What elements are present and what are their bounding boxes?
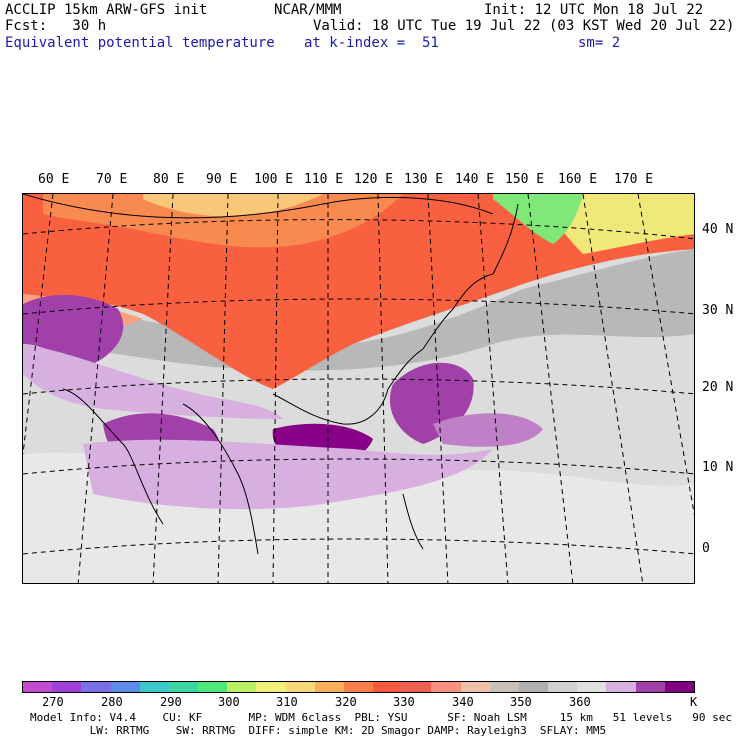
colorbar-swatch	[431, 682, 461, 692]
colorbar-swatch	[110, 682, 140, 692]
colorbar-tick: 300	[218, 695, 240, 709]
colorbar-swatch	[402, 682, 432, 692]
colorbar-swatch	[227, 682, 257, 692]
forecast-hour: Fcst: 30 h	[5, 18, 107, 34]
lon-label: 140 E	[455, 172, 495, 187]
graticule	[23, 194, 694, 583]
lon-label: 170 E	[614, 172, 654, 187]
colorbar-swatch	[256, 682, 286, 692]
colorbar-swatch	[373, 682, 403, 692]
colorbar	[22, 681, 695, 693]
colorbar-tick: 350	[510, 695, 532, 709]
colorbar-swatch	[81, 682, 111, 692]
colorbar-tick: 330	[393, 695, 415, 709]
colorbar-swatch	[664, 682, 694, 692]
theta-e-map	[22, 193, 695, 584]
lon-label: 70 E	[96, 172, 128, 187]
level-index: at k-index = 51	[304, 35, 439, 51]
colorbar-swatch	[635, 682, 665, 692]
colorbar-tick: 360	[569, 695, 591, 709]
map-canvas	[23, 194, 694, 583]
colorbar-tick: 290	[160, 695, 182, 709]
warm-band	[23, 194, 694, 389]
model-info-line2: LW: RRTMG SW: RRTMG DIFF: simple KM: 2D …	[30, 724, 607, 737]
orange-zone	[43, 194, 403, 248]
colorbar-swatch	[606, 682, 636, 692]
pacific-lilac	[433, 413, 543, 447]
lilac-band-north	[23, 344, 283, 419]
lat-label: 10 N	[702, 460, 734, 475]
colorbar-swatch	[23, 682, 53, 692]
lat-label: 30 N	[702, 303, 734, 318]
colorbar-swatch	[314, 682, 344, 692]
valid-time: Valid: 18 UTC Tue 19 Jul 22 (03 KST Wed …	[313, 18, 735, 34]
colorbar-tick: 270	[42, 695, 64, 709]
lilac-band	[83, 439, 493, 510]
yellow-zone	[143, 194, 323, 217]
init-time: Init: 12 UTC Mon 18 Jul 22	[484, 2, 704, 18]
india-high-thetae	[23, 294, 124, 364]
colorbar-swatch	[139, 682, 169, 692]
lon-label: 90 E	[206, 172, 238, 187]
lon-label: 110 E	[304, 172, 344, 187]
colorbar-swatch	[548, 682, 578, 692]
model-info-line1: Model Info: V4.4 CU: KF MP: WDM 6class P…	[30, 711, 732, 724]
cool-yellow-zone	[543, 194, 694, 254]
lon-label: 80 E	[153, 172, 185, 187]
lat-label: 0	[702, 541, 710, 556]
lon-label: 160 E	[558, 172, 598, 187]
colorbar-swatch	[460, 682, 490, 692]
lat-label: 40 N	[702, 222, 734, 237]
colorbar-swatch	[489, 682, 519, 692]
lon-label: 130 E	[404, 172, 444, 187]
colorbar-swatch	[518, 682, 549, 692]
colorbar-tick: 280	[101, 695, 123, 709]
organization-label: NCAR/MMM	[274, 2, 342, 18]
colorbar-swatch	[577, 682, 607, 692]
colorbar-swatch	[168, 682, 199, 692]
colorbar-swatch	[285, 682, 315, 692]
lon-label: 60 E	[38, 172, 70, 187]
smoothing-label: sm= 2	[578, 35, 621, 51]
green-zone	[493, 194, 583, 244]
coastlines	[23, 194, 519, 555]
colorbar-tick: 340	[452, 695, 474, 709]
colorbar-tick: 320	[335, 695, 357, 709]
lon-label: 150 E	[505, 172, 545, 187]
field-name: Equivalent potential temperature	[5, 35, 275, 51]
lon-label: 100 E	[254, 172, 294, 187]
colorbar-unit: K	[690, 695, 698, 709]
colorbar-swatch	[52, 682, 82, 692]
lon-label: 120 E	[354, 172, 394, 187]
lat-label: 20 N	[702, 380, 734, 395]
colorbar-swatch	[343, 682, 374, 692]
colorbar-tick: 310	[276, 695, 298, 709]
model-title: ACCLIP 15km ARW-GFS init	[5, 2, 208, 18]
colorbar-swatch	[198, 682, 228, 692]
